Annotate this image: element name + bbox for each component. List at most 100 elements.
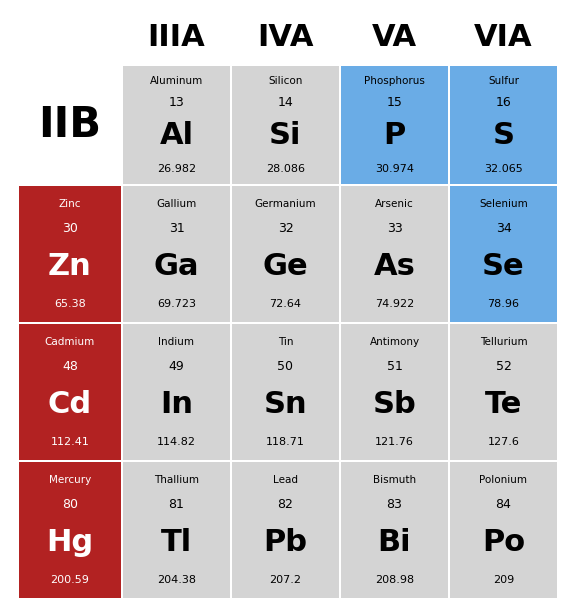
Text: Cd: Cd [48,390,92,419]
Bar [450,462,557,598]
Text: 33: 33 [387,221,402,235]
Text: 121.76: 121.76 [375,437,414,448]
Text: Arsenic: Arsenic [375,199,414,209]
Text: 49: 49 [169,359,185,373]
Text: 14: 14 [278,96,293,109]
Bar [450,324,557,460]
Text: IIIA: IIIA [148,23,205,52]
Text: 28.086: 28.086 [266,164,305,173]
Text: Selenium: Selenium [479,199,528,209]
Text: Sn: Sn [264,390,307,419]
Bar [19,324,121,460]
Text: 69.723: 69.723 [157,299,196,310]
Bar [232,324,339,460]
Text: 26.982: 26.982 [157,164,196,173]
Text: 50: 50 [278,359,293,373]
Text: 209: 209 [493,575,514,586]
Bar [450,66,557,184]
Bar [232,186,339,322]
Text: 65.38: 65.38 [54,299,86,310]
Bar [341,324,448,460]
Text: 34: 34 [495,221,512,235]
Text: Indium: Indium [159,337,195,347]
Bar [123,462,230,598]
Text: 82: 82 [278,497,293,511]
Text: Silicon: Silicon [268,76,303,86]
Text: Tellurium: Tellurium [480,337,527,347]
Text: 127.6: 127.6 [488,437,519,448]
Text: Bismuth: Bismuth [373,475,416,485]
Bar [19,186,121,322]
Text: 84: 84 [495,497,512,511]
Text: Ge: Ge [263,252,309,281]
Text: Germanium: Germanium [255,199,316,209]
Text: 15: 15 [387,96,402,109]
Text: Tl: Tl [161,528,192,557]
Bar [19,462,121,598]
Text: Sb: Sb [373,390,416,419]
Text: Antimony: Antimony [370,337,420,347]
Text: Al: Al [159,121,194,150]
Text: 114.82: 114.82 [157,437,196,448]
Text: Si: Si [269,121,302,150]
Text: 32.065: 32.065 [484,164,523,173]
Text: 208.98: 208.98 [375,575,414,586]
Text: 78.96: 78.96 [488,299,519,310]
Bar [123,186,230,322]
Text: Cadmium: Cadmium [45,337,95,347]
Text: 30.974: 30.974 [375,164,414,173]
Text: Gallium: Gallium [157,199,196,209]
Text: Polonium: Polonium [480,475,527,485]
Text: 200.59: 200.59 [50,575,89,586]
Bar [232,66,339,184]
Text: IVA: IVA [257,23,314,52]
Text: Zn: Zn [48,252,92,281]
Text: VIA: VIA [474,23,533,52]
Text: Zinc: Zinc [59,199,81,209]
Text: 30: 30 [62,221,78,235]
Text: P: P [383,121,406,150]
Text: Lead: Lead [273,475,298,485]
Text: Phosphorus: Phosphorus [364,76,425,86]
Text: 31: 31 [169,221,185,235]
Text: 81: 81 [168,497,185,511]
Text: Se: Se [482,252,525,281]
Text: Hg: Hg [47,528,94,557]
Text: 52: 52 [495,359,512,373]
Text: 74.922: 74.922 [375,299,414,310]
Text: Sulfur: Sulfur [488,76,519,86]
Text: 32: 32 [278,221,293,235]
Bar [450,186,557,322]
Text: IIB: IIB [39,104,102,146]
Text: Po: Po [482,528,525,557]
Text: Ga: Ga [154,252,199,281]
Text: 80: 80 [62,497,78,511]
Bar [123,324,230,460]
Text: As: As [374,252,416,281]
Text: 72.64: 72.64 [269,299,301,310]
Text: Pb: Pb [264,528,307,557]
Bar [123,66,230,184]
Text: Bi: Bi [378,528,411,557]
Text: 118.71: 118.71 [266,437,305,448]
Bar [341,462,448,598]
Text: Aluminum: Aluminum [150,76,203,86]
Text: Tin: Tin [278,337,293,347]
Text: VA: VA [372,23,417,52]
Text: 48: 48 [62,359,78,373]
Text: Thallium: Thallium [154,475,199,485]
Text: 207.2: 207.2 [269,575,301,586]
Text: S: S [493,121,514,150]
Text: 83: 83 [387,497,402,511]
Bar [341,186,448,322]
Bar [232,462,339,598]
Text: Te: Te [485,390,522,419]
Text: 204.38: 204.38 [157,575,196,586]
Text: Mercury: Mercury [49,475,91,485]
Text: In: In [160,390,193,419]
Text: 112.41: 112.41 [50,437,89,448]
Bar [341,66,448,184]
Text: 13: 13 [169,96,185,109]
Text: 51: 51 [387,359,402,373]
Text: 16: 16 [495,96,512,109]
